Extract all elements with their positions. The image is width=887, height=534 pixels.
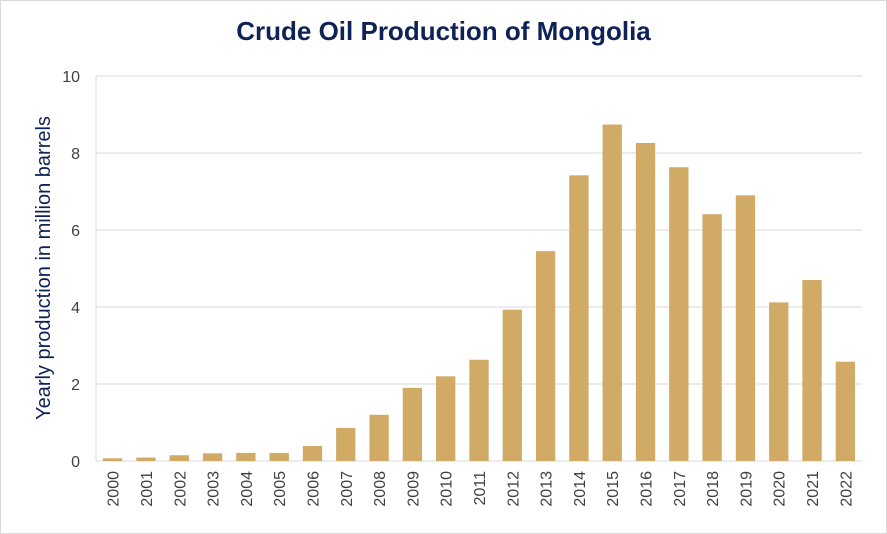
bar-2017 — [669, 167, 689, 461]
bar-2014 — [569, 175, 589, 461]
x-tick-label: 2015 — [605, 471, 622, 507]
x-tick-label: 2014 — [572, 471, 589, 507]
x-tick-label: 2000 — [106, 471, 123, 507]
bar-2006 — [302, 445, 323, 461]
x-tick-label: 2021 — [805, 471, 822, 507]
bar-2015 — [602, 124, 622, 461]
bar-2020 — [769, 302, 789, 461]
y-tick-labels: 0 2 4 6 8 10 — [62, 69, 80, 471]
x-tick-label: 2019 — [738, 471, 755, 507]
x-tick-label: 2018 — [705, 471, 722, 507]
bar-2003 — [202, 453, 223, 461]
bar-2004 — [236, 452, 256, 461]
x-tick-label: 2020 — [772, 471, 789, 507]
x-tick-label: 2022 — [838, 471, 855, 507]
x-tick-label: 2003 — [206, 471, 223, 507]
y-axis-label: Yearly production in million barrels — [33, 116, 55, 420]
x-tick-label: 2005 — [272, 471, 289, 507]
x-tick-label: 2004 — [239, 471, 256, 507]
bar-2012 — [502, 309, 522, 461]
x-tick-label: 2017 — [672, 471, 689, 507]
x-tick-label: 2007 — [339, 471, 356, 507]
y-tick-label: 4 — [71, 300, 80, 317]
bars — [102, 124, 856, 462]
x-tick-label: 2016 — [639, 471, 656, 507]
bar-2013 — [535, 251, 556, 461]
bar-2000 — [102, 458, 123, 461]
x-tick-label: 2009 — [405, 471, 422, 507]
y-tick-label: 6 — [71, 223, 80, 240]
x-tick-label: 2006 — [305, 471, 322, 507]
y-tick-label: 10 — [62, 69, 80, 86]
bar-2018 — [702, 214, 722, 461]
x-tick-label: 2002 — [172, 471, 189, 507]
bar-2019 — [735, 195, 756, 461]
x-tick-label: 2010 — [439, 471, 456, 507]
bar-2005 — [269, 452, 289, 461]
grid-lines — [95, 75, 862, 462]
x-tick-label: 2008 — [372, 471, 389, 507]
bar-2002 — [169, 455, 189, 461]
bar-2009 — [402, 387, 423, 461]
x-tick-labels: 2000 2001 2002 2003 2004 2005 2006 2007 2008 2009… — [106, 471, 856, 507]
bar-2008 — [369, 414, 389, 461]
bar-2011 — [469, 359, 489, 461]
y-tick-label: 0 — [71, 454, 80, 471]
x-tick-label: 2012 — [505, 471, 522, 507]
bar-2022 — [835, 361, 856, 461]
x-tick-label: 2011 — [472, 471, 489, 506]
bar-2010 — [436, 376, 456, 461]
bar-2001 — [136, 457, 156, 461]
y-tick-label: 8 — [71, 146, 80, 163]
chart-title: Crude Oil Production of Mongolia — [236, 16, 651, 46]
bar-2021 — [802, 280, 822, 461]
bar-2016 — [635, 142, 656, 462]
bar-2007 — [336, 427, 356, 461]
x-tick-label: 2013 — [539, 471, 556, 507]
y-tick-label: 2 — [71, 377, 80, 394]
x-tick-label: 2001 — [139, 471, 156, 507]
